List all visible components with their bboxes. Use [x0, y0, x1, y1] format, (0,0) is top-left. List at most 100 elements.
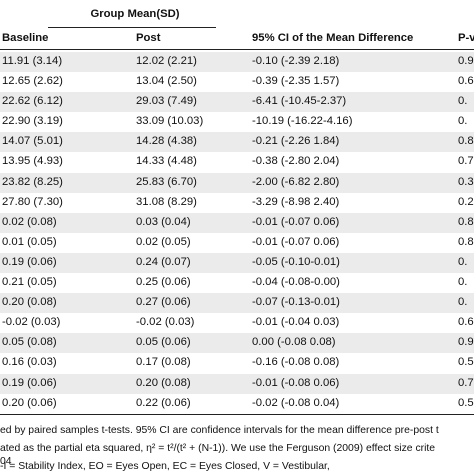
table-body: 11.91 (3.14) 12.02 (2.21) -0.10 (-2.39 2.1… [0, 52, 474, 414]
cell-ci: -0.21 (-2.26 1.84) [252, 135, 340, 148]
cell-post: 0.17 (0.08) [136, 356, 191, 369]
cell-ci: -0.38 (-2.80 2.04) [252, 155, 340, 168]
cell-post: 0.25 (0.06) [136, 276, 191, 289]
cell-baseline: 0.20 (0.08) [2, 296, 57, 309]
table-row: 0.02 (0.08) 0.03 (0.04) -0.01 (-0.07 0.06)… [0, 212, 474, 233]
table-row: 0.16 (0.03) 0.17 (0.08) -0.16 (-0.08 0.08)… [0, 353, 474, 373]
cell-baseline: 0.16 (0.03) [2, 356, 57, 369]
cell-baseline: 27.80 (7.30) [2, 195, 63, 208]
table-row: 11.91 (3.14) 12.02 (2.21) -0.10 (-2.39 2.1… [0, 52, 474, 73]
cell-ci: 0.00 (-0.08 0.08) [252, 336, 336, 349]
cell-ci: -0.10 (-2.39 2.18) [252, 55, 340, 67]
column-header-post: Post [136, 32, 161, 44]
cell-p-value: 0. [458, 115, 468, 128]
cell-ci: -0.01 (-0.07 0.06) [252, 235, 340, 248]
cell-baseline: 13.95 (4.93) [2, 155, 63, 168]
cell-ci: -6.41 (-10.45-2.37) [252, 95, 347, 108]
cell-baseline: 0.02 (0.08) [2, 215, 57, 228]
cell-baseline: 23.82 (8.25) [2, 175, 63, 188]
table-row: 12.65 (2.62) 13.04 (2.50) -0.39 (-2.35 1.5… [0, 72, 474, 92]
cell-ci: -0.04 (-0.08-0.00) [252, 276, 340, 289]
cell-p-value: 0.5 [458, 356, 474, 369]
table-row: -0.02 (0.03) -0.02 (0.03) -0.01 (-0.04 0.0… [0, 313, 474, 333]
cell-ci: -2.00 (-6.82 2.80) [252, 175, 340, 188]
cell-post: 0.22 (0.06) [136, 396, 191, 409]
table-row: 22.90 (3.19) 33.09 (10.03) -10.19 (-16.22-… [0, 112, 474, 132]
cell-p-value: 0. [458, 296, 468, 309]
table-row: 0.20 (0.08) 0.27 (0.06) -0.07 (-0.13-0.01)… [0, 293, 474, 314]
cell-post: 14.28 (4.38) [136, 135, 197, 148]
cell-baseline: 0.20 (0.06) [2, 396, 57, 409]
footnote-line-1: ed by paired samples t-tests. 95% CI are… [0, 425, 439, 436]
cell-p-value: 0.9 [458, 55, 474, 67]
cell-post: 33.09 (10.03) [136, 115, 204, 128]
table-row: 13.95 (4.93) 14.33 (4.48) -0.38 (-2.80 2.0… [0, 152, 474, 172]
cell-post: 0.20 (0.08) [136, 376, 191, 389]
table-row: 22.62 (6.12) 29.03 (7.49) -6.41 (-10.45-2.… [0, 92, 474, 113]
cell-p-value: 0. [458, 255, 468, 268]
cell-p-value: 0.8 [458, 235, 474, 248]
cell-p-value: 0.9 [458, 336, 474, 349]
cell-post: 0.05 (0.06) [136, 336, 191, 349]
footnote-line-2: ated as the partial eta squared, η² = t²… [0, 443, 436, 454]
cell-ci: -0.39 (-2.35 1.57) [252, 75, 340, 88]
cell-post: 25.83 (6.70) [136, 175, 197, 188]
table-row: 0.20 (0.06) 0.22 (0.06) -0.02 (-0.08 0.04)… [0, 394, 474, 414]
table-row: 0.21 (0.05) 0.25 (0.06) -0.04 (-0.08-0.00)… [0, 273, 474, 293]
cell-p-value: 0. [458, 276, 468, 289]
cell-post: 29.03 (7.49) [136, 95, 197, 108]
cell-ci: -3.29 (-8.98 2.40) [252, 195, 340, 208]
cell-p-value: 0.2 [458, 195, 474, 208]
table-row: 0.19 (0.06) 0.20 (0.08) -0.01 (-0.08 0.06)… [0, 373, 474, 394]
table-row: 0.05 (0.08) 0.05 (0.06) 0.00 (-0.08 0.08) 0… [0, 333, 474, 354]
cell-post: 14.33 (4.48) [136, 155, 197, 168]
cell-p-value: 0.5 [458, 396, 474, 409]
table-row: 0.19 (0.06) 0.24 (0.07) -0.05 (-0.10-0.01)… [0, 252, 474, 274]
cell-baseline: 0.05 (0.08) [2, 336, 57, 349]
cell-p-value: 0.3 [458, 175, 474, 188]
cell-p-value: 0.6 [458, 316, 474, 329]
cell-baseline: 0.01 (0.05) [2, 235, 57, 248]
cell-post: 12.02 (2.21) [136, 55, 197, 67]
cell-ci: -0.01 (-0.08 0.06) [252, 376, 340, 389]
group-mean-header: Group Mean(SD) [90, 8, 180, 20]
cell-ci: -0.01 (-0.04 0.03) [252, 316, 340, 329]
cell-baseline: 0.19 (0.06) [2, 376, 57, 389]
table-bottom-rule [0, 414, 474, 415]
cell-baseline: 22.90 (3.19) [2, 115, 63, 128]
table-row: 0.01 (0.05) 0.02 (0.05) -0.01 (-0.07 0.06)… [0, 233, 474, 253]
footnote-line-3: -I = Stability Index, EO = Eyes Open, EC… [0, 461, 330, 472]
cell-post: 0.03 (0.04) [136, 215, 191, 228]
cell-p-value: 0.7 [458, 155, 474, 168]
cell-post: 31.08 (8.29) [136, 195, 197, 208]
cell-ci: -0.16 (-0.08 0.08) [252, 356, 340, 369]
header-bottom-rule [0, 49, 474, 50]
cell-baseline: 14.07 (5.01) [2, 135, 63, 148]
cell-post: 0.27 (0.06) [136, 296, 191, 309]
cell-p-value: 0. [458, 95, 468, 108]
cell-baseline: 11.91 (3.14) [2, 55, 63, 67]
cell-post: 0.02 (0.05) [136, 235, 191, 248]
cell-p-value: 0.7 [458, 376, 474, 389]
cell-post: -0.02 (0.03) [136, 316, 195, 329]
cell-baseline: 22.62 (6.12) [2, 95, 63, 108]
page-number: 04 [0, 456, 12, 467]
group-header-rule [48, 27, 216, 28]
cell-post: 13.04 (2.50) [136, 75, 197, 88]
cell-baseline: -0.02 (0.03) [2, 316, 61, 329]
column-header-baseline: Baseline [2, 32, 49, 44]
cell-p-value: 0.6 [458, 75, 474, 88]
table-row: 14.07 (5.01) 14.28 (4.38) -0.21 (-2.26 1.8… [0, 132, 474, 153]
cell-post: 0.24 (0.07) [136, 255, 191, 268]
cell-ci: -0.02 (-0.08 0.04) [252, 396, 340, 409]
cell-baseline: 0.21 (0.05) [2, 276, 57, 289]
table-row: 27.80 (7.30) 31.08 (8.29) -3.29 (-8.98 2.4… [0, 193, 474, 213]
cell-ci: -0.07 (-0.13-0.01) [252, 296, 340, 309]
table-row: 23.82 (8.25) 25.83 (6.70) -2.00 (-6.82 2.8… [0, 172, 474, 193]
cell-p-value: 0.8 [458, 135, 474, 148]
column-header-ci: 95% CI of the Mean Difference [252, 32, 414, 44]
cell-p-value: 0.8 [458, 215, 474, 228]
column-header-row: Baseline Post 95% CI of the Mean Differe… [0, 32, 474, 46]
cell-ci: -0.05 (-0.10-0.01) [252, 255, 340, 268]
column-header-p-value: P-v [458, 32, 474, 44]
